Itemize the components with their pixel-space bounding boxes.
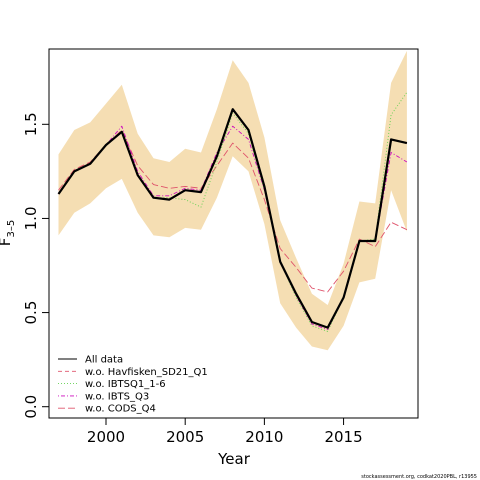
y-axis-title-sub: 3–5	[6, 220, 17, 238]
plot-frame	[48, 48, 419, 419]
x-tick-label: 2015	[324, 428, 362, 446]
legend-label: w.o. Havfisken_SD21_Q1	[85, 367, 208, 378]
confidence-band-layer	[58, 50, 407, 351]
y-axis-title: F3–5	[0, 220, 17, 246]
y-tick-label: 1.5	[22, 112, 40, 136]
legend-label: w.o. CODS_Q4	[85, 404, 156, 415]
y-axis-title-main: F	[0, 238, 14, 247]
series-line-1	[57, 108, 408, 329]
x-tick-label: 2000	[87, 428, 125, 446]
series-layer	[57, 92, 408, 332]
footer-credit: stockassessment.org, codkat2020PBL, r139…	[361, 474, 477, 480]
x-tick-label: 2010	[245, 428, 283, 446]
x-axis: 2000 2005 2010 2015	[87, 418, 363, 446]
y-axis: 0.0 0.5 1.0 1.5	[22, 112, 49, 419]
y-tick-label: 0.0	[22, 395, 40, 419]
y-tick-label: 1.0	[22, 207, 40, 231]
legend-label: w.o. IBTS_Q3	[85, 391, 149, 402]
x-tick-label: 2005	[166, 428, 204, 446]
confidence-band	[58, 50, 407, 351]
x-axis-title: Year	[217, 450, 251, 468]
legend-label: All data	[85, 355, 123, 366]
legend-label: w.o. IBTSQ1_1-6	[85, 379, 166, 390]
y-tick-label: 0.5	[22, 301, 40, 325]
